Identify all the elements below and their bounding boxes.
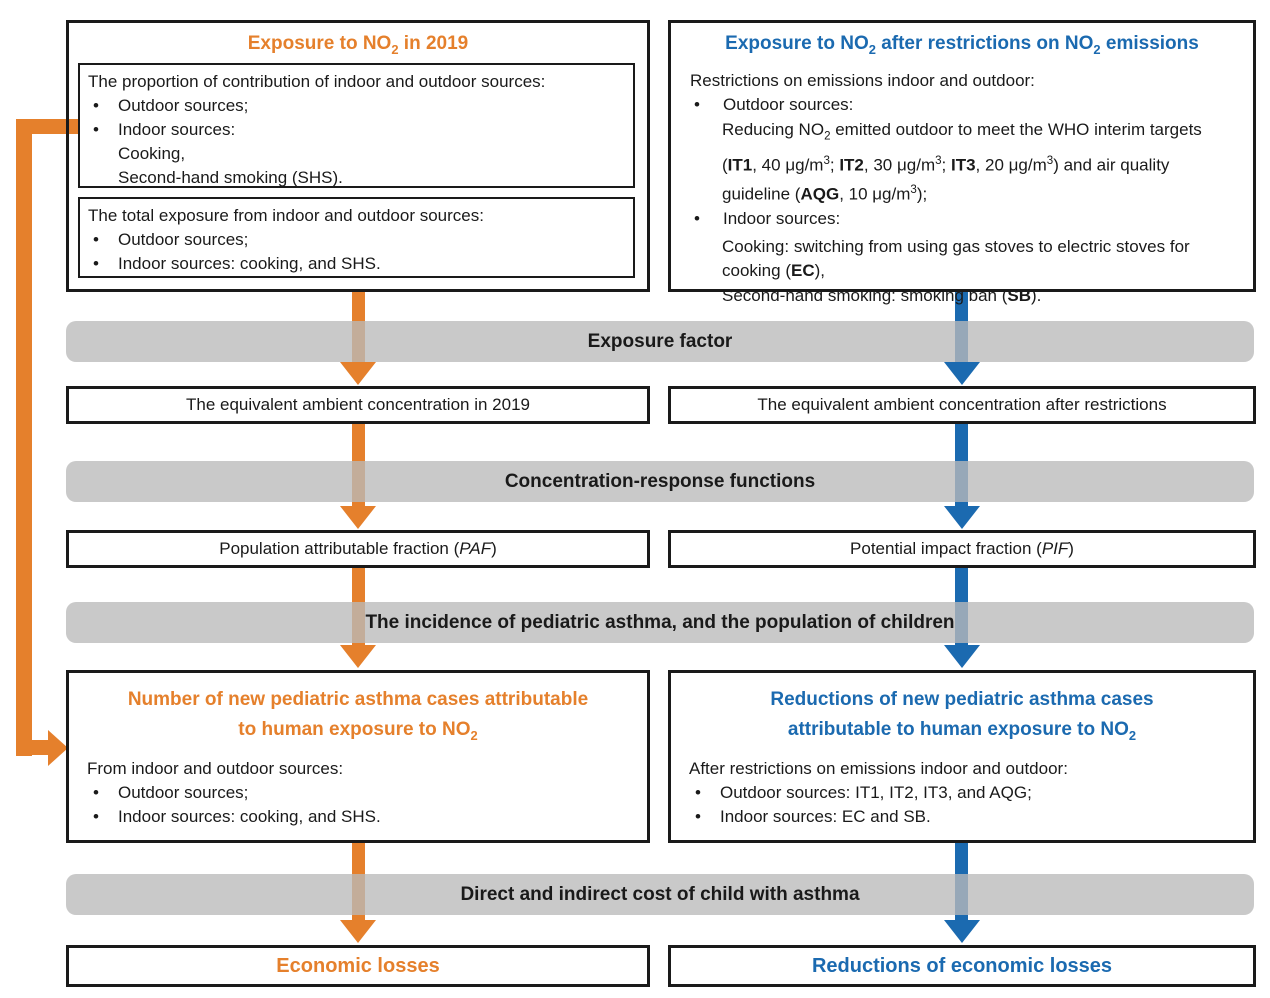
total-heading: The total exposure from indoor and outdo… [88,206,484,225]
feedback-arrow-vertical-segment [16,119,32,756]
band-cost-of-asthma: Direct and indirect cost of child with a… [66,874,1254,915]
proportion-indent-cooking: Cooking, [118,144,186,163]
proportion-bullet-outdoor: Outdoor sources; [118,96,249,115]
down-arrowhead-blue-2-icon [944,506,980,529]
box-concentration-2019: The equivalent ambient concentration in … [66,386,650,424]
bullet-icon: • [93,782,99,802]
box-pif: Potential impact fraction (PIF) [668,530,1256,568]
band-incidence-population-label: The incidence of pediatric asthma, and t… [365,611,955,633]
down-arrowhead-blue-4-icon [944,920,980,943]
bullet-icon: • [93,96,99,115]
asthma-cases-title-line1: Number of new pediatric asthma cases att… [127,689,589,710]
paf-label: Population attributable fraction (PAF) [219,539,497,558]
down-arrowhead-orange-2-icon [340,506,376,529]
asthma-reductions-title-line2: attributable to human exposure to NO2 [787,719,1137,743]
down-arrowhead-blue-3-icon [944,645,980,668]
asthma-reductions-bullet-outdoor: Outdoor sources: IT1, IT2, IT3, and AQG; [720,782,1032,802]
box-exposure-2019-title: Exposure to NO2 in 2019 [247,33,469,57]
box-paf: Population attributable fraction (PAF) [66,530,650,568]
concentration-2019-label: The equivalent ambient concentration in … [185,395,530,414]
bullet-icon: • [93,230,99,249]
box-asthma-reductions: Reductions of new pediatric asthma cases… [668,670,1256,843]
total-bullet-indoor: Indoor sources: cooking, and SHS. [118,254,381,273]
list-item: • Indoor sources: cooking, and SHS. [88,252,625,276]
bullet-icon: • [694,209,700,228]
box-economic-reductions: Reductions of economic losses [668,945,1256,987]
box-total-exposure: The total exposure from indoor and outdo… [78,197,635,278]
list-item: • Indoor sources: [88,118,625,142]
list-item: • Outdoor sources; [88,228,625,252]
box-asthma-cases: Number of new pediatric asthma cases att… [66,670,650,843]
list-item: • Outdoor sources; [69,781,647,805]
box-exposure-2019: Exposure to NO2 in 2019 The proportion o… [66,20,650,292]
bullet-icon: • [694,95,700,115]
bullet-icon: • [93,254,99,273]
proportion-heading: The proportion of contribution of indoor… [88,72,546,91]
band-concentration-response: Concentration-response functions [66,461,1254,502]
box-exposure-restrictions-title: Exposure to NO2 after restrictions on NO… [725,33,1199,57]
bullet-icon: • [695,782,701,802]
list-item: • Outdoor sources: [671,93,1253,118]
band-exposure-factor: Exposure factor [66,321,1254,362]
list-item: • Indoor sources: cooking, and SHS. [69,805,647,829]
economic-reductions-label: Reductions of economic losses [811,954,1113,977]
feedback-arrow-bottom-segment [16,740,49,755]
asthma-cases-heading: From indoor and outdoor sources: [87,758,344,778]
restrictions-shs-detail: Second-hand smoking: smoking ban (SB). [722,285,1042,305]
bullet-icon: • [93,120,99,139]
down-arrowhead-orange-3-icon [340,645,376,668]
down-arrowhead-orange-4-icon [340,920,376,943]
restrictions-cooking-detail: Cooking: switching from using gas stoves… [722,236,1190,281]
restrictions-outdoor-detail: Reducing NO2 emitted outdoor to meet the… [722,119,1202,204]
band-exposure-factor-label: Exposure factor [587,330,733,352]
list-item: • Outdoor sources: IT1, IT2, IT3, and AQ… [671,781,1253,805]
proportion-bullet-indoor: Indoor sources: [118,120,236,139]
feedback-arrowhead-right-icon [48,730,68,766]
list-item: • Outdoor sources; [88,94,625,118]
proportion-indent-shs: Second-hand smoking (SHS). [118,168,343,187]
box-economic-losses: Economic losses [66,945,650,987]
economic-losses-label: Economic losses [276,954,440,977]
total-bullet-outdoor: Outdoor sources; [118,230,249,249]
band-cost-of-asthma-label: Direct and indirect cost of child with a… [460,883,860,905]
band-concentration-response-label: Concentration-response functions [504,470,816,492]
box-concentration-restrictions: The equivalent ambient concentration aft… [668,386,1256,424]
list-item: • Indoor sources: [671,207,1253,232]
restrictions-bullet-indoor: Indoor sources: [723,209,841,228]
pif-label: Potential impact fraction (PIF) [850,539,1074,558]
bullet-icon: • [93,806,99,826]
asthma-reductions-heading: After restrictions on emissions indoor a… [689,758,1068,778]
asthma-cases-title-line2: to human exposure to NO2 [238,719,478,743]
box-exposure-restrictions: Exposure to NO2 after restrictions on NO… [668,20,1256,305]
down-arrowhead-orange-1-icon [340,362,376,385]
restrictions-bullet-outdoor: Outdoor sources: [723,95,854,115]
asthma-cases-bullet-indoor: Indoor sources: cooking, and SHS. [118,806,381,826]
asthma-reductions-title-line1: Reductions of new pediatric asthma cases [770,689,1154,710]
bullet-icon: • [695,806,701,826]
box-proportion-sources: The proportion of contribution of indoor… [78,63,635,188]
restrictions-heading: Restrictions on emissions indoor and out… [690,70,1035,90]
concentration-restrictions-label: The equivalent ambient concentration aft… [757,395,1167,414]
list-item: • Indoor sources: EC and SB. [671,805,1253,829]
asthma-cases-bullet-outdoor: Outdoor sources; [118,782,249,802]
band-incidence-population: The incidence of pediatric asthma, and t… [66,602,1254,643]
down-arrowhead-blue-1-icon [944,362,980,385]
asthma-reductions-bullet-indoor: Indoor sources: EC and SB. [720,806,931,826]
